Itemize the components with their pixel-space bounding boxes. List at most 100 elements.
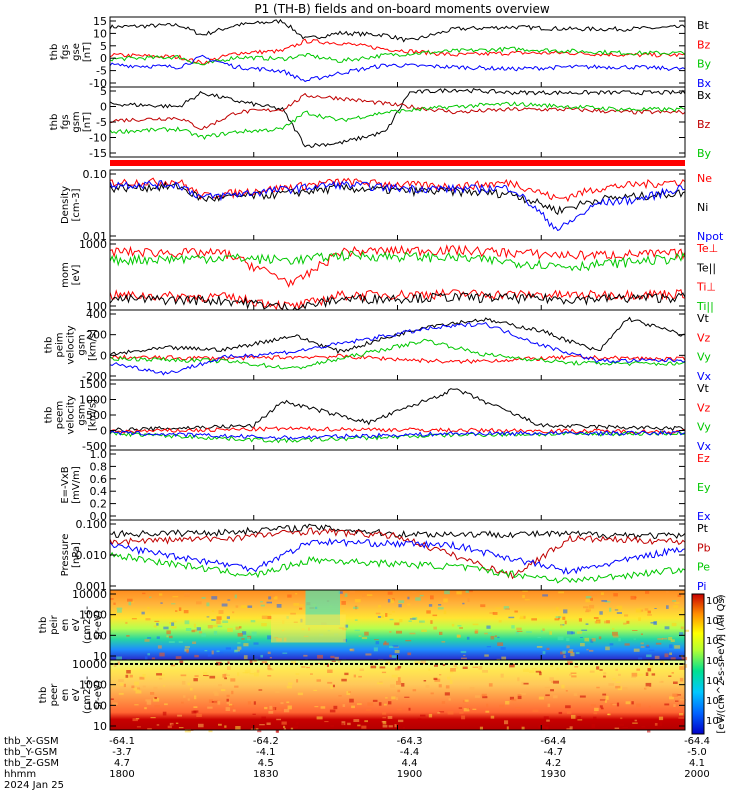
spectro-cell bbox=[547, 703, 551, 708]
spectro-cell bbox=[420, 714, 426, 717]
spectro-cell bbox=[243, 643, 249, 647]
spectro-cell bbox=[392, 645, 399, 647]
spectro-cell bbox=[213, 690, 218, 694]
spectro-cell bbox=[232, 611, 235, 614]
spectro-cell bbox=[398, 719, 404, 723]
spectro-cell bbox=[201, 633, 206, 637]
spectro-cell bbox=[234, 649, 238, 653]
spectro-cell bbox=[497, 636, 500, 639]
spectro-cell bbox=[135, 690, 142, 694]
spectro-cell bbox=[550, 689, 554, 692]
spectro-cell bbox=[478, 666, 483, 670]
series-Pb bbox=[109, 527, 686, 580]
spectro-cell bbox=[287, 705, 292, 710]
y-label-line: Pressure bbox=[60, 534, 71, 577]
spectro-cell bbox=[555, 607, 559, 612]
spectro-cell bbox=[585, 596, 592, 599]
spectro-cell bbox=[177, 714, 182, 717]
panel-frame bbox=[109, 449, 686, 521]
spectro-cell bbox=[511, 698, 517, 702]
spectro-cell bbox=[320, 706, 326, 709]
spectro-cell bbox=[623, 622, 627, 625]
spectro-cell bbox=[171, 603, 176, 605]
spectro-cell bbox=[180, 674, 187, 677]
spectro-cell bbox=[585, 599, 591, 603]
x-row-value: 4.4 bbox=[402, 758, 418, 769]
spectro-cell bbox=[419, 620, 425, 623]
spectro-cell bbox=[570, 672, 577, 674]
spectro-cell bbox=[442, 664, 446, 666]
spectro-cell bbox=[542, 594, 548, 597]
y-label-line: peem bbox=[55, 401, 66, 429]
spectro-cell bbox=[342, 704, 346, 707]
spectro-cell bbox=[665, 591, 669, 593]
spectro-cell bbox=[396, 680, 402, 685]
spectro-cell bbox=[397, 666, 402, 669]
series-Vz bbox=[109, 426, 686, 435]
spectro-cell bbox=[618, 673, 621, 676]
spectro-cell bbox=[288, 682, 293, 685]
spectro-cell bbox=[603, 672, 607, 675]
y-label-line: velocity bbox=[66, 325, 77, 364]
spectro-cell bbox=[166, 630, 171, 635]
spectro-cell bbox=[678, 717, 685, 719]
spectro-cell bbox=[272, 707, 275, 711]
x-row-value: -4.7 bbox=[543, 747, 563, 758]
spectro-cell bbox=[266, 722, 271, 725]
spectro-cell bbox=[214, 692, 219, 696]
spectro-cell bbox=[353, 606, 359, 609]
spectro-cell bbox=[421, 629, 427, 632]
spectro-cell bbox=[593, 711, 598, 715]
spectro-cell bbox=[453, 663, 457, 668]
spectro-cell bbox=[402, 726, 405, 729]
series-Bx bbox=[109, 54, 686, 83]
spectro-cell bbox=[666, 605, 669, 609]
spectro-cell bbox=[645, 591, 650, 594]
spectro-cell bbox=[679, 699, 686, 701]
legend-Vt: Vt bbox=[697, 312, 710, 325]
spectro-cell bbox=[149, 596, 152, 598]
y-axis-label: Density [cm-3] bbox=[60, 186, 82, 224]
spectro-cell bbox=[276, 604, 282, 608]
series-Vt bbox=[109, 316, 686, 356]
spectro-cell bbox=[670, 639, 675, 642]
x-row-value: -4.1 bbox=[256, 747, 276, 758]
spectro-cell bbox=[251, 631, 257, 636]
spectro-cell bbox=[574, 666, 579, 668]
spectro-cell bbox=[612, 678, 616, 681]
spectrogram-peer bbox=[110, 660, 685, 730]
spectro-cell bbox=[222, 620, 229, 623]
spectro-cell bbox=[261, 623, 267, 627]
spectro-cell bbox=[235, 605, 239, 608]
spectro-cell bbox=[203, 675, 209, 676]
spectro-cell bbox=[227, 627, 233, 632]
spectro-cell bbox=[330, 685, 333, 689]
spectro-cell bbox=[640, 609, 644, 612]
spectro-cell bbox=[194, 675, 199, 677]
spectro-cell bbox=[349, 590, 356, 594]
spectro-cell bbox=[591, 724, 596, 728]
spectro-cell bbox=[569, 649, 574, 651]
legend-By: By bbox=[697, 147, 712, 160]
y-label-line: en bbox=[60, 689, 71, 702]
spectro-cell bbox=[184, 620, 190, 625]
x-row-value: -64.1 bbox=[109, 736, 135, 747]
legend-Vy: Vy bbox=[697, 351, 711, 364]
series-Ti|| bbox=[109, 249, 686, 272]
spectro-cell bbox=[231, 690, 234, 695]
spectro-cell bbox=[356, 703, 362, 705]
spectro-cell bbox=[680, 626, 684, 630]
y-tick-label: 0.001 bbox=[76, 580, 108, 593]
spectro-cell bbox=[364, 720, 368, 723]
y-axis-label: thb peir en eV (cm2-s-sr-eV) bbox=[38, 606, 104, 644]
series-Bz bbox=[109, 92, 686, 130]
spectro-cell bbox=[586, 648, 589, 651]
spectro-cell bbox=[466, 636, 470, 640]
spectro-cell bbox=[118, 692, 124, 695]
spectro-cell bbox=[647, 668, 652, 672]
spectro-cell bbox=[612, 704, 617, 706]
spectro-cell bbox=[669, 696, 674, 700]
spectro-cell bbox=[326, 663, 329, 667]
spectro-cell bbox=[193, 623, 196, 628]
spectro-cell bbox=[201, 597, 206, 599]
